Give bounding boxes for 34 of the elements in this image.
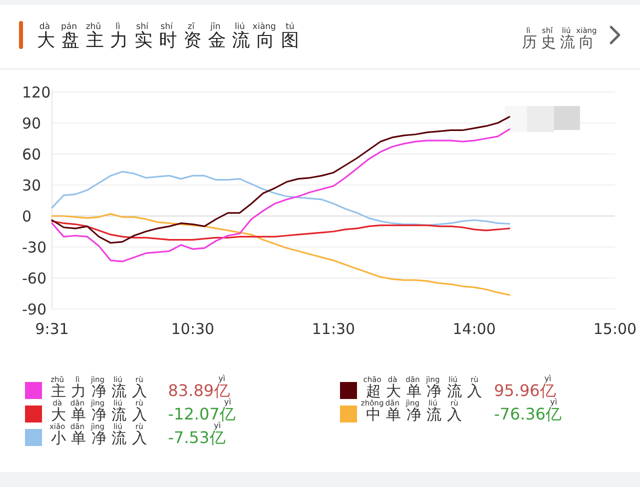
line-series xyxy=(51,213,510,296)
legend-label: 主力净流入 xyxy=(51,382,152,400)
text: yì xyxy=(214,420,221,430)
x-tick-label: 11:30 xyxy=(312,320,356,338)
y-tick-label: 90 xyxy=(22,114,42,132)
text: 历史流向 xyxy=(522,33,598,51)
text: yì xyxy=(550,397,558,406)
text: -76.36亿 xyxy=(494,404,562,424)
x-tick-label: 15:00 xyxy=(593,320,637,338)
text: dà pán zhǔ lì shí shí zī jīn liú xiàng tú xyxy=(39,22,294,32)
text: -7.53亿 xyxy=(168,428,226,447)
text: yì xyxy=(544,374,552,383)
y-tick-label: 0 xyxy=(22,208,32,226)
y-tick-label: 30 xyxy=(22,176,42,194)
text: 83.89亿 xyxy=(168,381,230,400)
text: yì xyxy=(218,374,226,383)
x-tick-label: 9:31 xyxy=(35,320,69,338)
y-tick-label: -60 xyxy=(22,270,46,288)
text: 95.96亿 xyxy=(494,381,556,400)
x-tick-label: 10:30 xyxy=(171,320,214,338)
x-tick-label: 14:00 xyxy=(452,320,496,338)
text: yì xyxy=(224,397,232,406)
text: -12.07亿 xyxy=(168,404,236,424)
line-series xyxy=(51,220,510,241)
y-tick-label: 120 xyxy=(22,84,51,102)
legend-label: 超大单净流入 xyxy=(366,382,488,400)
chart-title: 大盘主力实时资金流向图 xyxy=(37,30,306,51)
legend-label: 中单净流入 xyxy=(366,406,467,424)
y-tick-label: -90 xyxy=(22,300,46,318)
legend-label: 大单净流入 xyxy=(51,406,152,424)
line-series xyxy=(51,170,510,226)
y-tick-label: -30 xyxy=(22,238,46,256)
legend-label: 小单净流入 xyxy=(51,429,152,447)
y-tick-label: 60 xyxy=(22,146,42,164)
